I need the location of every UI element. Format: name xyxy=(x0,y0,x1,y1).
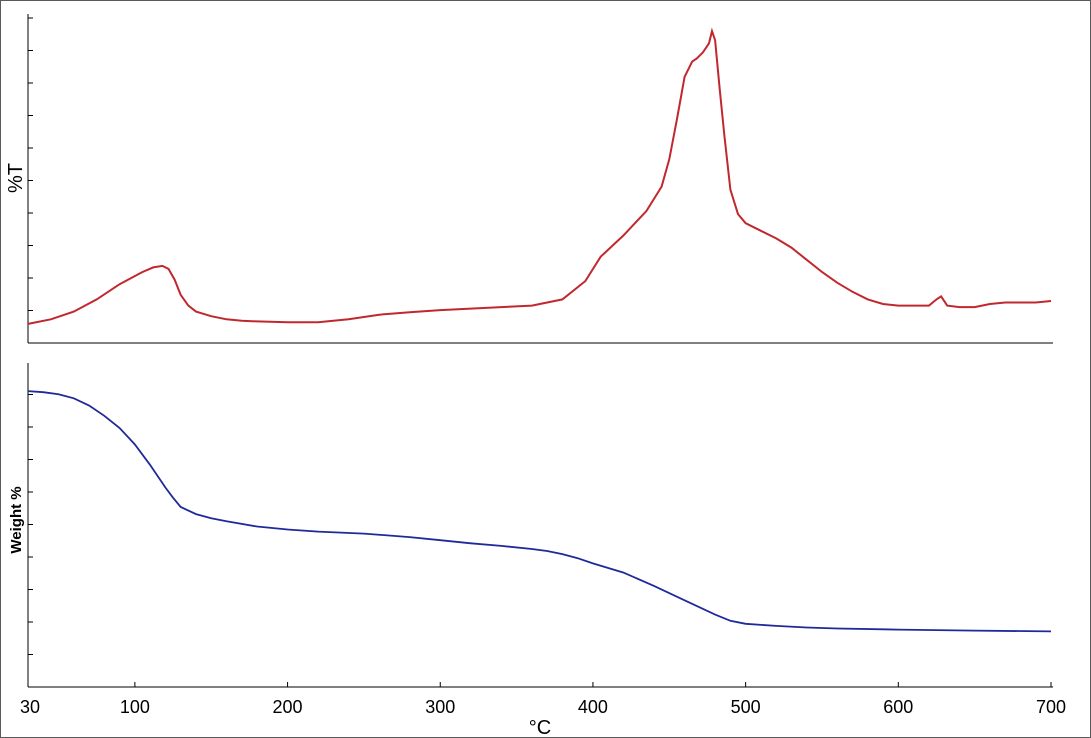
x-tick-label-600: 600 xyxy=(883,697,913,717)
top-panel: %T xyxy=(5,14,1053,344)
bottom-x-tick-labels: 30 100 200 300 400 500 600 700 xyxy=(20,697,1066,717)
x-tick-label-300: 300 xyxy=(425,697,455,717)
top-y-ticks xyxy=(28,17,33,344)
x-tick-label-400: 400 xyxy=(578,697,608,717)
x-tick-label-30: 30 xyxy=(20,697,40,717)
x-tick-label-500: 500 xyxy=(731,697,761,717)
bottom-y-axis-label: Weight % xyxy=(8,486,25,553)
top-series-line xyxy=(27,27,1052,325)
top-y-axis-label: %T xyxy=(5,163,27,193)
x-axis-label: °C xyxy=(529,717,551,738)
x-tick-label-100: 100 xyxy=(120,697,150,717)
x-tick-label-700: 700 xyxy=(1036,697,1066,717)
x-tick-label-200: 200 xyxy=(273,697,303,717)
bottom-x-ticks xyxy=(27,682,1052,687)
bottom-panel: 30 100 200 300 400 500 600 700 Weight % °C xyxy=(8,363,1066,738)
bottom-y-ticks xyxy=(28,394,33,688)
bottom-series-line xyxy=(27,390,1052,633)
